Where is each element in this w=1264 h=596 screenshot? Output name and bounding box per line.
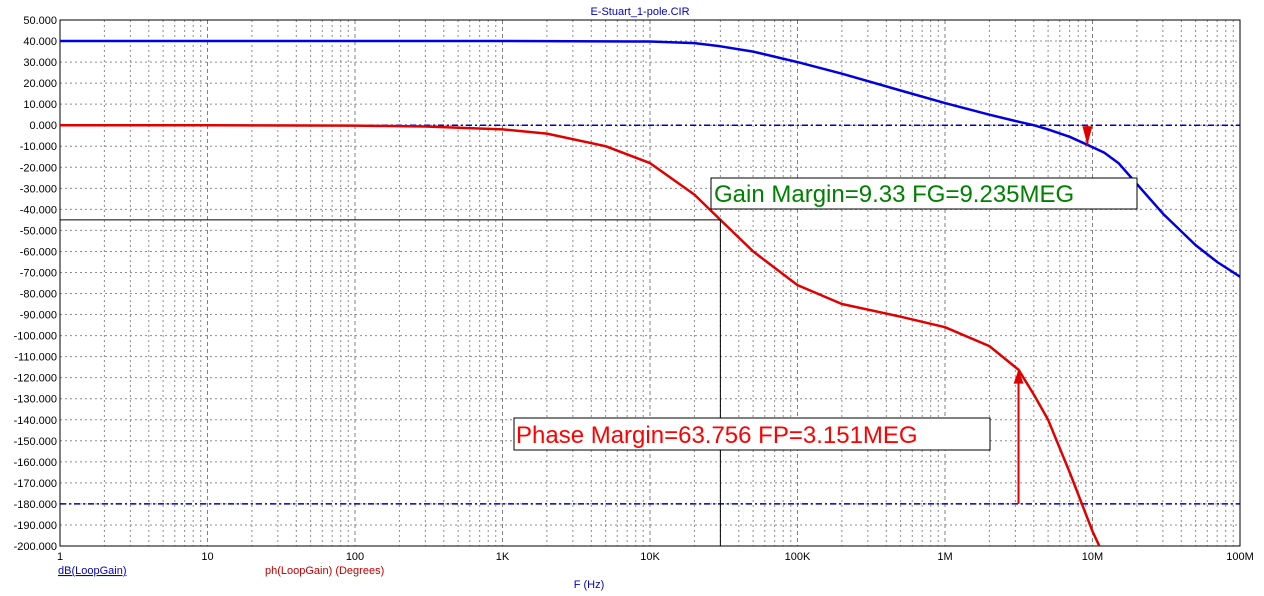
gain-margin-arrow-head (1082, 126, 1093, 145)
y-tick-label: -50.000 (20, 225, 57, 237)
gain-margin-text: Gain Margin=9.33 FG=9.235MEG (714, 181, 1074, 208)
y-tick-label: -30.000 (20, 183, 57, 195)
grid-lines (60, 20, 1240, 546)
y-tick-label: -130.000 (14, 394, 57, 406)
y-axis-tick-labels: 50.000 40.000 30.000 20.000 10.000 0.000 -10.0… (14, 15, 57, 553)
y-tick-label: 50.000 (23, 15, 57, 27)
y-tick-label: -100.000 (14, 331, 57, 343)
y-tick-label: -10.000 (20, 141, 57, 153)
phase-margin-annotation: Phase Margin=63.756 FP=3.151MEG (513, 417, 991, 451)
y-tick-label: -70.000 (20, 267, 57, 279)
x-tick-label: 10K (640, 551, 660, 563)
y-tick-label: -110.000 (14, 352, 57, 364)
x-axis-label: F (Hz) (574, 579, 605, 591)
y-tick-label: 0.000 (29, 120, 57, 132)
plot-frame (59, 19, 1241, 547)
y-tick-label: -200.000 (14, 541, 57, 553)
x-axis-tick-labels: 1 10 100 1K 10K 100K 1M 10M 100M (57, 551, 1254, 563)
gain-margin-annotation: Gain Margin=9.33 FG=9.235MEG (710, 177, 1138, 210)
y-tick-label: -90.000 (20, 310, 57, 322)
y-tick-label: -170.000 (14, 478, 57, 490)
y-tick-label: -40.000 (20, 204, 57, 216)
y-tick-label: -60.000 (20, 246, 57, 258)
phase-margin-arrow-head (1013, 369, 1024, 384)
y-tick-label: -20.000 (20, 162, 57, 174)
x-tick-label: 1 (57, 551, 63, 563)
y-tick-label: -140.000 (14, 415, 57, 427)
y-tick-label: 30.000 (23, 57, 57, 69)
x-tick-label: 1M (937, 551, 952, 563)
gain-margin-box (710, 177, 1138, 210)
y-tick-label: -160.000 (14, 457, 57, 469)
y-tick-label: -190.000 (14, 520, 57, 532)
phase-curve-line (60, 123, 1101, 546)
x-tick-label: 100K (785, 551, 811, 563)
phase-margin-text: Phase Margin=63.756 FP=3.151MEG (516, 422, 918, 449)
y-tick-label: -80.000 (20, 289, 57, 301)
x-tick-label: 10 (201, 551, 213, 563)
y-tick-label: -120.000 (14, 373, 57, 385)
margin-markers (60, 125, 1093, 546)
chart-title: E-Stuart_1-pole.CIR (590, 6, 689, 18)
y-tick-label: 10.000 (23, 99, 57, 111)
phase-margin-box (513, 417, 991, 451)
legend-gain-label: dB(LoopGain) (58, 565, 127, 577)
x-tick-label: 10M (1082, 551, 1103, 563)
x-tick-label: 100M (1226, 551, 1254, 563)
y-tick-label: -150.000 (14, 436, 57, 448)
legend-phase-label: ph(LoopGain) (Degrees) (265, 565, 384, 577)
x-tick-label: 100 (346, 551, 364, 563)
y-tick-label: -180.000 (14, 499, 57, 511)
y-tick-label: 40.000 (23, 36, 57, 48)
x-tick-label: 1K (496, 551, 510, 563)
y-tick-label: 20.000 (23, 78, 57, 90)
plot-border (59, 19, 1241, 547)
